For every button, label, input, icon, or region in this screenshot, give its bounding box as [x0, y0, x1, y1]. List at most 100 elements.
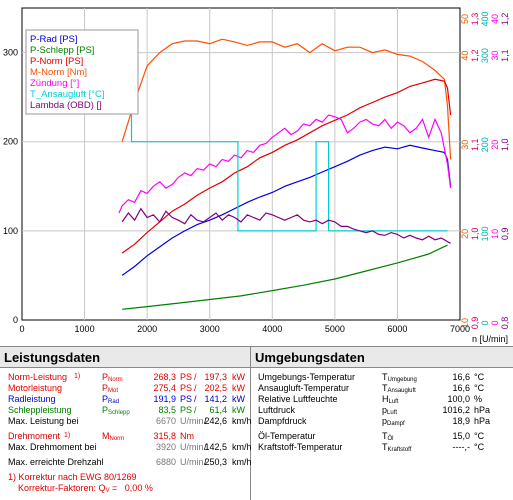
- motor-power-ps-unit: PS: [180, 383, 193, 393]
- env-value: 16,6: [452, 372, 470, 382]
- y-tick-label: 100: [3, 226, 18, 236]
- max-torque-speed-unit: km/h: [232, 442, 252, 452]
- legend-entry: P-Norm [PS]: [30, 56, 83, 67]
- max-power-rpm: 6670: [155, 416, 176, 426]
- env-row: Umgebungs-Temperatur TUmgebung 16,6 °C: [258, 371, 508, 383]
- footnote-2-text: Korrektur-Faktoren: QV = 0,00 %: [18, 483, 153, 494]
- max-power-row: Max. Leistung bei 6670 U/min / 242,6 km/…: [8, 415, 252, 427]
- max-torque-label: Max. Drehmoment bei: [8, 442, 97, 452]
- motor-power-symbol: PMot: [102, 383, 119, 394]
- right-axis-tick-label: 40: [460, 51, 470, 61]
- motor-power-label: Motorleistung: [8, 383, 63, 393]
- env-value: 1016,2: [442, 405, 470, 415]
- env-label: Öl-Temperatur: [258, 431, 316, 441]
- env-value: 16,6: [452, 383, 470, 393]
- wheel-power-ps: 191,9: [153, 394, 176, 404]
- norm-power-ps-unit: PS: [180, 372, 193, 382]
- legend-entry: P-Rad [PS]: [30, 34, 78, 45]
- env-label: Luftdruck: [258, 405, 296, 415]
- series-line: [121, 38, 452, 160]
- max-power-sep: /: [204, 416, 207, 426]
- series-line: [121, 78, 452, 254]
- right-axis-tick-label: 1,1: [470, 138, 480, 151]
- x-tick-label: 1000: [75, 324, 95, 334]
- env-row: Öl-Temperatur TÖl 15,0 °C: [258, 430, 508, 442]
- env-symbol: HLuft: [382, 394, 399, 405]
- x-tick-label: 7000: [450, 324, 470, 334]
- env-symbol: TÖl: [382, 431, 394, 442]
- env-row: Luftdruck pLuft 1016,2 hPa: [258, 404, 508, 416]
- right-axis-tick-label: 50: [460, 14, 470, 24]
- torque-row: Drehmoment 1) MNorm 315,8 Nm: [8, 430, 248, 442]
- legend-entry: Lambda (OBD) []: [30, 100, 102, 111]
- torque-symbol: MNorm: [102, 431, 125, 442]
- right-axis-tick-label: 1,3: [470, 13, 480, 26]
- drag-power-sep: /: [194, 405, 197, 415]
- motor-power-kw: 202,5: [204, 383, 227, 393]
- y-tick-label: 300: [3, 48, 18, 58]
- legend: P-Rad [PS]P-Schlepp [PS]P-Norm [PS]M-Nor…: [30, 34, 105, 111]
- series-line: [121, 144, 452, 276]
- max-rpm-sep: /: [204, 457, 207, 467]
- max-rpm-row: Max. erreichte Drehzahl 6880 U/min / 250…: [8, 456, 252, 468]
- legend-entry: T_Ansaugluft [°C]: [30, 89, 105, 100]
- env-value: 15,0: [452, 431, 470, 441]
- right-axis-tick-label: 300: [480, 48, 490, 63]
- env-label: Dampfdruck: [258, 416, 307, 426]
- norm-power-sep: /: [194, 372, 197, 382]
- env-value: 100,0: [447, 394, 470, 404]
- env-unit: °C: [474, 431, 485, 441]
- x-tick-label: 3000: [200, 324, 220, 334]
- env-unit: hPa: [474, 405, 491, 415]
- right-axis-tick-label: 1,0: [470, 228, 480, 241]
- norm-power-ps: 268,3: [153, 372, 176, 382]
- env-unit: hPa: [474, 416, 491, 426]
- right-axis-tick-label: 0,9: [470, 317, 480, 330]
- norm-power-label: Norm-Leistung: [8, 372, 68, 382]
- env-row: Dampfdruck pDampf 18,9 hPa: [258, 415, 508, 427]
- wheel-power-sep: /: [194, 394, 197, 404]
- series-lines: [118, 38, 452, 310]
- env-row: Ansaugluft-Temperatur TAnsaugluft 16,6 °C: [258, 382, 508, 394]
- right-axis-tick-label: 100: [480, 226, 490, 241]
- env-unit: °C: [474, 372, 485, 382]
- env-row: Kraftstoff-Temperatur TKraftstoff ----,- °C: [258, 441, 508, 453]
- env-value: ----,-: [452, 442, 471, 452]
- env-unit: °C: [474, 383, 485, 393]
- x-tick-label: 2000: [137, 324, 157, 334]
- drag-power-ps-unit: PS: [180, 405, 193, 415]
- max-rpm-value: 6880: [155, 457, 176, 467]
- max-rpm-speed-unit: km/h: [232, 457, 252, 467]
- env-symbol: pLuft: [382, 405, 398, 416]
- right-axis-tick-label: 1,1: [500, 49, 510, 62]
- norm-power-note: 1): [74, 373, 81, 380]
- right-axis-tick-label: 20: [460, 229, 470, 239]
- wheel-power-kw-unit: kW: [232, 394, 245, 404]
- max-power-label: Max. Leistung bei: [8, 416, 79, 426]
- right-axis-tick-label: 0,8: [500, 317, 510, 330]
- norm-power-kw-unit: kW: [232, 372, 245, 382]
- max-torque-rpm: 3920: [155, 442, 176, 452]
- x-tick-label: 5000: [325, 324, 345, 334]
- wheel-power-symbol: PRad: [102, 394, 120, 405]
- max-rpm-label: Max. erreichte Drehzahl: [8, 457, 104, 467]
- norm-power-row: Norm-Leistung 1) PNorm 268,3 PS / 197,3 …: [8, 371, 248, 383]
- y-tick-labels: 0 100 200 300: [3, 48, 18, 325]
- env-label: Umgebungs-Temperatur: [258, 372, 356, 382]
- right-axis-tick-label: 1,2: [470, 49, 480, 62]
- right-axis-tick-label: 1,0: [500, 138, 510, 151]
- right-axis-tick-label: 1,2: [500, 13, 510, 26]
- max-torque-rpm-unit: U/min: [180, 442, 204, 452]
- x-tick-labels: 0 1000 2000 3000 4000 5000 6000 7000: [19, 324, 470, 334]
- legend-entry: Zündung [°]: [30, 78, 79, 89]
- max-rpm-unit: U/min: [180, 457, 204, 467]
- dyno-chart: 0 1000 2000 3000 4000 5000 6000 7000 0100200300…: [3, 7, 510, 344]
- legend-entry: P-Schlepp [PS]: [30, 45, 94, 56]
- max-torque-speed: 142,5: [204, 442, 227, 452]
- drag-power-label: Schleppleistung: [8, 405, 72, 415]
- max-torque-sep: /: [204, 442, 207, 452]
- right-axis-tick-label: 10: [460, 318, 470, 328]
- wheel-power-ps-unit: PS: [180, 394, 193, 404]
- norm-power-symbol: PNorm: [102, 372, 123, 383]
- x-tick-label: 4000: [262, 324, 282, 334]
